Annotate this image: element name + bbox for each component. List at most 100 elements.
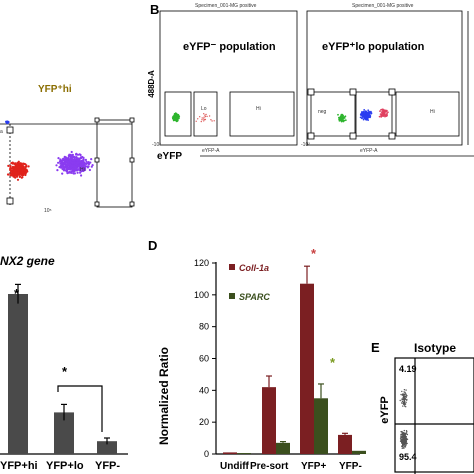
panel-a-event-hi [70, 154, 73, 157]
panel-a-event-hi [55, 164, 58, 167]
panel-e-event [405, 396, 407, 398]
panel-a-event-lo [27, 165, 30, 168]
panel-a-event-hi [74, 169, 77, 172]
panel-b-right-scatter [337, 108, 389, 123]
panel-b-right-event-lo [363, 112, 366, 115]
panel-a-event-lo [15, 174, 18, 177]
panel-b-right-neg-label: neg [318, 109, 327, 115]
panel-d-xtick-3: YFP- [339, 461, 362, 472]
gate-handle [129, 157, 135, 163]
panel-e-event [401, 436, 403, 439]
panel-a-event-lo [19, 168, 22, 171]
panel-c-significance-bracket [57, 385, 103, 432]
panel-c-xtick-2: YFP- [95, 460, 120, 472]
panel-b-left-event-other [199, 116, 201, 118]
panel-a-event-lo [23, 162, 26, 165]
panel-e-event [406, 433, 409, 436]
panel-b-right-event-lo [361, 117, 364, 119]
panel-a-event-lo [10, 174, 13, 177]
panel-b-right-event-neg [343, 117, 346, 119]
panel-b-right-event-neg [344, 115, 347, 118]
panel-d-ylabel: Normalized Ratio [157, 347, 171, 445]
panel-a-event-lo [18, 175, 22, 178]
panel-b-left-event-neg [173, 114, 176, 116]
panel-d-ytick-label-2: 40 [199, 385, 209, 395]
panel-b-left-event-neg [175, 117, 178, 120]
panel-b-left-event-other [211, 120, 213, 122]
panel-b-right-event-neg [338, 118, 340, 121]
panel-a-event-hi [76, 161, 79, 164]
panel-d-bars [223, 265, 366, 454]
panel-a-event-hi [60, 159, 63, 163]
panel-a-event-hi [79, 161, 82, 164]
panel-a-event-hi [76, 171, 79, 174]
panel-b-right-event-lo [363, 115, 366, 117]
panel-b-left-lo-label: Lo [201, 106, 207, 112]
panel-c-xtick-0: YFP+hi [0, 460, 38, 472]
panel-e-event [403, 434, 405, 436]
panel-a-event-lo [24, 166, 27, 169]
panel-e-event [403, 446, 405, 448]
gate-handle [129, 201, 135, 207]
panel-b-left-scatter [171, 112, 215, 123]
panel-a-event-lo [16, 178, 20, 181]
panel-b-left-event-other [210, 119, 212, 121]
panel-a-event-hi [57, 157, 60, 160]
panel-a-gate-label: YFP⁺hi [38, 84, 72, 95]
panel-a-event-hi [60, 162, 63, 165]
panel-b-left-title: eYFP⁻ population [183, 41, 276, 53]
panel-d-ytick-label-4: 80 [199, 322, 209, 332]
panel-a-event-lo [15, 171, 18, 174]
panel-b-left-event-other [201, 119, 203, 121]
panel-b-right-sub-xlabel: eYFP-A [360, 148, 378, 154]
panel-e-event [403, 447, 405, 449]
panel-e-event [403, 405, 406, 407]
panel-a-axis-mark: a [0, 129, 3, 135]
panel-a-event-lo [24, 171, 28, 174]
panel-a-event-hi [73, 161, 76, 164]
panel-e-scatter [399, 389, 409, 449]
panel-e-event [402, 439, 404, 442]
panel-b-right-event-lo [368, 112, 371, 114]
panel-a-event-hi [84, 158, 87, 161]
panel-b-right-event-lo-hi [382, 108, 384, 111]
panel-a-event-hi [79, 171, 82, 174]
panel-b-header-right: Specimen_001-MG positive [352, 3, 414, 9]
panel-b-right-event-lo-hi [386, 112, 388, 115]
panel-b-left-event-neg [178, 115, 181, 118]
panel-e-letter: E [371, 340, 380, 355]
panel-b-right-event-lo-hi [387, 111, 389, 114]
panel-e-event [406, 399, 408, 401]
panel-e-event [405, 389, 407, 391]
legend-swatch-coll [229, 264, 235, 270]
panel-a-event-hi [89, 161, 92, 164]
panel-a-hi-gate [96, 119, 133, 208]
panel-d-star-red: * [311, 246, 317, 261]
legend-label-sparc: SPARC [239, 292, 270, 302]
panel-b-left-sub-xlabel: eYFP-A [202, 148, 220, 154]
panel-e-event [402, 436, 405, 438]
panel-c-star-2: * [62, 364, 68, 379]
panel-d-bar-sparc-3 [352, 450, 366, 454]
panel-a-event-hi [56, 169, 59, 172]
panel-b-right-event-lo [362, 114, 365, 117]
panel-b-right-event-lo [364, 110, 367, 112]
panel-e-event [401, 431, 403, 434]
panel-a-event-hi [75, 166, 78, 169]
panel-b-right-lo-gate [355, 91, 393, 137]
panel-b-left-hi-label: Hi [256, 106, 261, 112]
gate-handle [94, 157, 100, 163]
panel-b-right-event-lo-hi [384, 109, 387, 112]
panel-b-right-neg-gate [310, 91, 356, 137]
panel-a-event-hi [71, 161, 74, 164]
panel-b-left-event-other [200, 120, 202, 123]
panel-e-event [403, 437, 405, 439]
panel-e-event [403, 395, 405, 398]
panel-b-xlabel: eYFP [157, 151, 182, 162]
panel-a-event-hi [67, 163, 70, 166]
gate-handle [388, 132, 396, 140]
panel-a-event-hi [67, 156, 70, 159]
panel-b-right-event-lo [367, 119, 369, 121]
panel-e-event [405, 440, 407, 443]
panel-b-right-hi-gate [395, 91, 460, 137]
